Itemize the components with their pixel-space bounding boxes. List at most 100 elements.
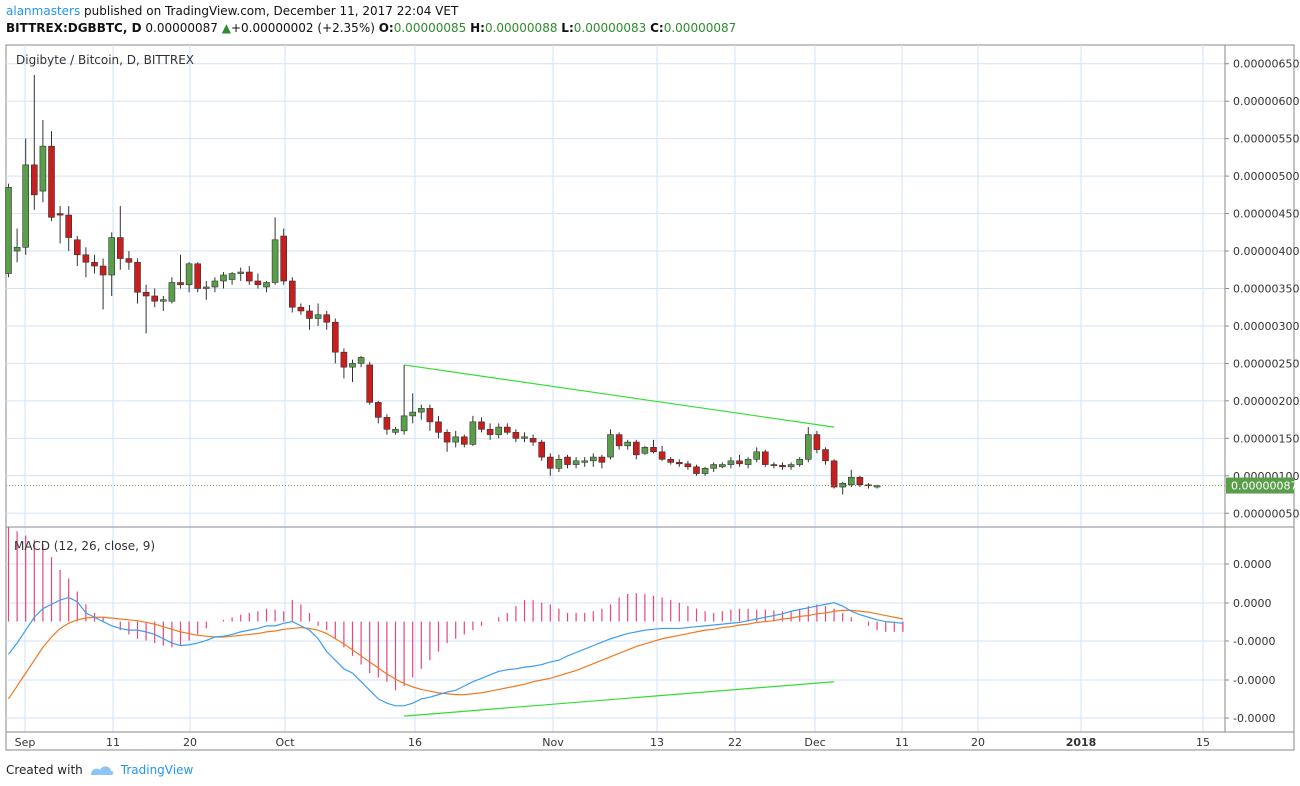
candle-body	[306, 310, 313, 319]
tradingview-link[interactable]: TradingView	[120, 763, 194, 777]
close-value: 0.00000087	[663, 21, 737, 35]
y-tick-label: 0.00000550	[1233, 133, 1299, 146]
candle-body	[460, 436, 468, 445]
candle-body	[177, 282, 184, 286]
candle-body	[22, 164, 30, 248]
candle-body	[796, 459, 804, 465]
candle-body	[667, 459, 675, 463]
candle-body	[288, 280, 296, 308]
signal-line	[8, 609, 904, 700]
high-value: 0.00000088	[484, 21, 558, 35]
candle-body	[847, 477, 855, 486]
candle-body	[478, 421, 485, 430]
candle-body	[82, 254, 90, 263]
candle-body	[555, 459, 563, 469]
candle-body	[13, 246, 21, 252]
candle-body	[349, 363, 356, 368]
candle-body	[710, 464, 718, 469]
macd-label: MACD (12, 26, close, 9)	[14, 539, 155, 553]
chart-title: Digibyte / Bitcoin, D, BITTREX	[16, 53, 194, 67]
candle-body	[572, 460, 580, 465]
macd-tick-label: 0.0000	[1233, 597, 1272, 610]
x-tick-label: Sep	[15, 736, 36, 749]
candle-body	[495, 426, 503, 435]
symbol-label: BITTREX:DGBBTC, D	[6, 21, 142, 35]
candle-body	[650, 447, 657, 453]
chart-canvas[interactable]: Sep 11 20 Oct 16 Nov 13 22 Dec 11 20 2018 15 0.000006…	[0, 42, 1300, 754]
candle-body	[658, 451, 666, 460]
candle-body	[30, 164, 38, 196]
last-price: 0.00000087	[145, 21, 218, 35]
x-tick-label: 11	[106, 736, 120, 749]
candle-body	[65, 214, 72, 238]
last-price-tag	[1226, 477, 1294, 494]
chart-frame	[5, 44, 1295, 751]
x-tick-label: 16	[408, 736, 422, 749]
y-tick-label: 0.00000250	[1233, 357, 1299, 370]
candle-body	[486, 429, 494, 435]
candle-body	[211, 280, 219, 288]
y-tick-label: 0.00000200	[1233, 395, 1299, 408]
candle-body	[607, 434, 614, 458]
macd-tick-label: -0.0000	[1233, 674, 1275, 687]
candle-body	[813, 434, 821, 450]
y-tick-label: 0.00000650	[1233, 58, 1299, 71]
candle-body	[246, 271, 253, 282]
candle-body	[469, 421, 477, 445]
candle-body	[598, 456, 606, 463]
low-label: L:	[561, 21, 574, 35]
x-tick-label: 22	[728, 736, 742, 749]
candle-body	[271, 239, 279, 283]
candle-body	[443, 432, 451, 443]
candle-body	[108, 237, 115, 276]
author-link[interactable]: alanmasters	[6, 4, 81, 18]
macd-pane	[7, 527, 904, 717]
x-tick-label: Oct	[275, 736, 295, 749]
candle-body	[254, 280, 262, 286]
candle-body	[753, 451, 761, 460]
price-pane	[5, 74, 1225, 495]
candle-body	[228, 273, 236, 280]
y-tick-label: 0.00000450	[1233, 208, 1299, 221]
candle-body	[168, 282, 176, 302]
change-value: +0.00000002 (+2.35%)	[230, 21, 375, 35]
candle-body	[856, 477, 864, 486]
candle-body	[693, 466, 700, 474]
candle-body	[521, 436, 528, 439]
up-arrow-icon: ▲	[221, 21, 231, 35]
chart-axes: Sep 11 20 Oct 16 Nov 13 22 Dec 11 20 2018 15 0.000006…	[6, 45, 1299, 749]
candle-body	[684, 463, 692, 468]
candle-body	[39, 145, 47, 192]
y-tick-label: 0.00000600	[1233, 95, 1299, 108]
x-tick-label: 15	[1196, 736, 1210, 749]
y-tick-label: 0.00000500	[1233, 170, 1299, 183]
y-tick-label: 0.00000300	[1233, 320, 1299, 333]
candle-body	[727, 460, 735, 465]
publish-line: alanmasters published on TradingView.com…	[6, 4, 458, 18]
macd-trendline	[404, 681, 835, 717]
candle-body	[564, 456, 571, 465]
y-tick-label: 0.00000150	[1233, 432, 1299, 445]
candle-body	[91, 261, 98, 267]
candle-body	[641, 447, 649, 454]
candle-body	[194, 263, 201, 289]
candle-body	[744, 459, 752, 465]
candle-body	[770, 464, 778, 466]
candle-body	[615, 434, 623, 447]
candle-body	[718, 464, 726, 468]
candle-body	[220, 274, 227, 282]
candle-body	[383, 417, 391, 430]
candle-body	[839, 482, 847, 488]
candle-body	[512, 432, 520, 439]
candle-body	[538, 441, 546, 458]
candle-body	[117, 237, 124, 259]
candle-body	[400, 415, 408, 432]
candle-body	[624, 441, 632, 447]
candle-body	[787, 464, 795, 468]
last-price-label: 0.00000087	[1231, 480, 1297, 493]
candle-body	[185, 263, 193, 286]
macd-line	[8, 596, 903, 707]
candle-body	[134, 261, 141, 293]
candle-body	[632, 441, 640, 456]
candle-body	[366, 364, 374, 403]
